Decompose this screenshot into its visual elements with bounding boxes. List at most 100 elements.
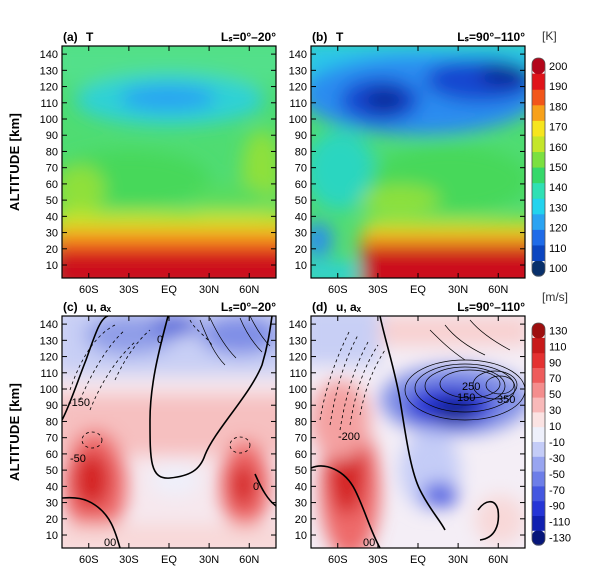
colorbars: 100 110 120 130 140 150 160 170 180 190 200 [K] -130… bbox=[531, 29, 571, 546]
colorbar-tick-label: 150 bbox=[549, 162, 567, 174]
colorbar-swatch bbox=[532, 500, 545, 516]
panel-d-ls: Lₛ=90°–110° bbox=[457, 300, 525, 314]
colorbar-swatch bbox=[532, 135, 545, 153]
y-tick-label: 90 bbox=[46, 130, 58, 142]
colorbar-tick-label: 110 bbox=[549, 243, 567, 255]
panel-d bbox=[310, 315, 526, 549]
panel-a-tag: (a) bbox=[63, 30, 78, 44]
y-tick-label: 30 bbox=[295, 228, 307, 240]
dashed-contours-c bbox=[69, 319, 251, 454]
colorbar-tick-label: 170 bbox=[549, 122, 567, 134]
thin-contours-c bbox=[199, 316, 271, 366]
colorbar-swatch bbox=[532, 213, 545, 230]
panel-c-quantity: u, aₓ bbox=[86, 300, 112, 314]
y-tick-label: 40 bbox=[295, 211, 307, 223]
panel-b bbox=[310, 45, 526, 279]
y-tick-label: 140 bbox=[289, 319, 307, 331]
y-tick-label: 70 bbox=[46, 163, 58, 175]
x-tick-label: EQ bbox=[410, 284, 426, 296]
colorbar-tick-label: 50 bbox=[549, 389, 561, 401]
y-tick-label: 40 bbox=[295, 481, 307, 493]
y-tick-label: 50 bbox=[295, 465, 307, 477]
colorbar-tick-label: -50 bbox=[549, 469, 565, 481]
y-tick-label: 120 bbox=[289, 82, 307, 94]
x-tick-label: 30N bbox=[199, 284, 219, 296]
colorbar-tick-label: 200 bbox=[549, 61, 567, 73]
y-axis-label-c: ALTITUDE [km] bbox=[7, 383, 22, 481]
colorbar-tick-label: 70 bbox=[549, 373, 561, 385]
y-tick-label: 20 bbox=[46, 514, 58, 526]
colorbar-tick-label: 120 bbox=[549, 223, 567, 235]
contour-label: -150 bbox=[68, 397, 90, 409]
panel-a-ls: Lₛ=0°–20° bbox=[221, 30, 276, 44]
colorbar-swatch bbox=[532, 104, 545, 121]
y-tick-label: 10 bbox=[46, 530, 58, 542]
panel-b-ls: Lₛ=90°–110° bbox=[457, 30, 525, 44]
thin-contours-d bbox=[404, 319, 525, 421]
x-tick-label: 30S bbox=[119, 284, 139, 296]
y-tick-label: 100 bbox=[40, 114, 58, 126]
colorbar-swatch bbox=[532, 58, 545, 75]
y-tick-label: 60 bbox=[46, 449, 58, 461]
x-tick-label: EQ bbox=[410, 554, 426, 566]
y-tick-label: 30 bbox=[295, 498, 307, 510]
colorbar-unit: [m/s] bbox=[542, 290, 568, 304]
y-tick-label: 20 bbox=[46, 244, 58, 256]
x-tick-label: 30S bbox=[368, 554, 388, 566]
colorbar-outline bbox=[531, 57, 546, 277]
y-tick-label: 110 bbox=[40, 98, 58, 110]
x-tick-label: 60N bbox=[239, 284, 259, 296]
y-tick-label: 130 bbox=[40, 335, 58, 347]
x-tick-label: 60S bbox=[79, 554, 99, 566]
contour-labels: 0 -150 -50 0 00 -200 250 150 350 00 bbox=[68, 334, 515, 549]
y-tick-label: 10 bbox=[295, 260, 307, 272]
y-tick-label: 50 bbox=[46, 195, 58, 207]
panel-d-quantity: u, aₓ bbox=[336, 300, 362, 314]
y-tick-label: 60 bbox=[46, 179, 58, 191]
x-tick-label: 60N bbox=[488, 554, 508, 566]
y-tick-label: 80 bbox=[46, 146, 58, 158]
colorbar-tick-label: 90 bbox=[549, 357, 561, 369]
y-tick-label: 100 bbox=[289, 384, 307, 396]
heatmap-d bbox=[311, 316, 525, 548]
colorbar-tick-label: -110 bbox=[549, 517, 570, 529]
y-tick-label: 10 bbox=[295, 530, 307, 542]
x-tick-label: 30N bbox=[199, 554, 219, 566]
colorbar-unit: [K] bbox=[542, 29, 557, 43]
y-tick-label: 80 bbox=[295, 416, 307, 428]
x-tick-label: 60S bbox=[328, 554, 348, 566]
y-tick-label: 120 bbox=[40, 352, 58, 364]
colorbar-tick-label: 10 bbox=[549, 421, 561, 433]
colorbar-swatch bbox=[532, 182, 545, 199]
colorbar-tick-label: -70 bbox=[549, 485, 565, 497]
heatmap-c bbox=[62, 316, 276, 548]
colorbar-swatch bbox=[532, 198, 545, 215]
x-tick-label: 60N bbox=[488, 284, 508, 296]
colorbar-swatch bbox=[532, 323, 545, 339]
colorbar-swatch bbox=[532, 167, 545, 184]
y-tick-label: 120 bbox=[40, 82, 58, 94]
y-tick-label: 70 bbox=[295, 163, 307, 175]
y-tick-label: 50 bbox=[46, 465, 58, 477]
panel-titles: (a) T Lₛ=0°–20° (b) T Lₛ=90°–110° (c) u,… bbox=[63, 30, 525, 314]
contour-label: 150 bbox=[457, 392, 475, 404]
contour-label: 250 bbox=[462, 381, 480, 393]
y-tick-label: 130 bbox=[289, 65, 307, 77]
panel-a-quantity: T bbox=[86, 30, 94, 44]
contour-label: 0 bbox=[157, 334, 163, 346]
contour-label: 00 bbox=[104, 537, 116, 549]
x-tick-label: 30S bbox=[368, 284, 388, 296]
heatmap-b bbox=[311, 46, 525, 278]
colorbar-swatch bbox=[532, 441, 545, 457]
y-tick-label: 70 bbox=[295, 433, 307, 445]
colorbar-swatch bbox=[532, 151, 545, 168]
colorbar-tick-label: 140 bbox=[549, 182, 567, 194]
y-tick-label: 40 bbox=[46, 211, 58, 223]
colorbar-tick-label: 100 bbox=[549, 263, 567, 275]
colorbar-swatch bbox=[532, 89, 545, 106]
contours-c bbox=[62, 316, 276, 548]
panel-d-tag: (d) bbox=[312, 300, 327, 314]
x-tick-label: 30S bbox=[119, 554, 139, 566]
colorbar-tick-label: -130 bbox=[549, 533, 571, 545]
y-tick-label: 90 bbox=[295, 130, 307, 142]
